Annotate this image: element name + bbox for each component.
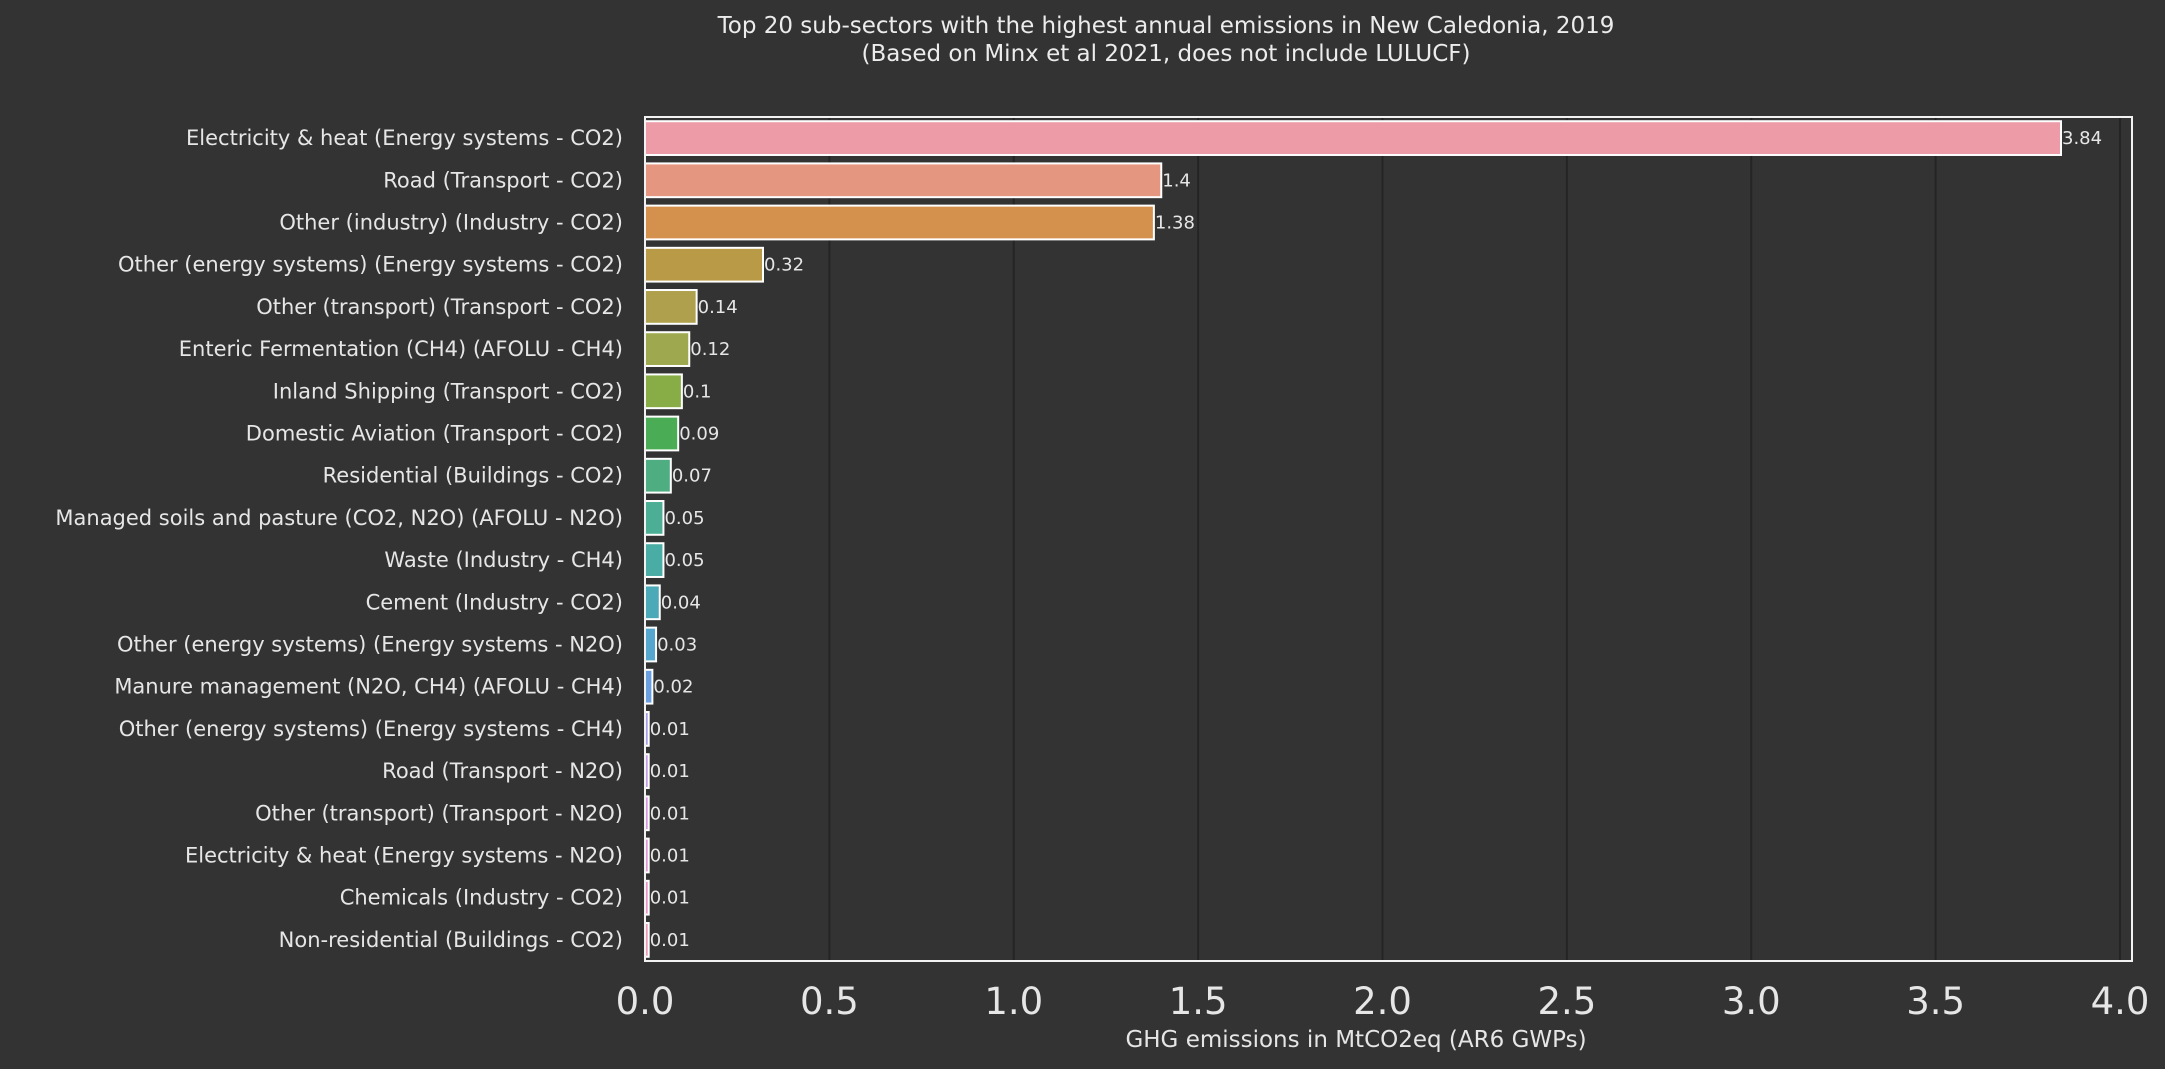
x-tick-label: 4.0 <box>2091 980 2150 1023</box>
category-label: Enteric Fermentation (CH4) (AFOLU - CH4) <box>179 337 623 361</box>
bar-value-label: 0.01 <box>650 930 690 951</box>
bar-value-label: 0.04 <box>661 592 701 613</box>
bar-value-label: 0.01 <box>650 803 690 824</box>
bar-value-label: 0.01 <box>650 846 690 867</box>
category-label: Other (energy systems) (Energy systems -… <box>118 253 623 277</box>
bar-value-label: 0.05 <box>664 508 704 529</box>
bar-value-label: 0.03 <box>657 635 697 656</box>
category-labels: Electricity & heat (Energy systems - CO2… <box>55 126 623 952</box>
bar <box>644 457 672 494</box>
chart-subtitle: (Based on Minx et al 2021, does not incl… <box>861 41 1470 67</box>
bar-value-label: 0.01 <box>650 719 690 740</box>
x-tick-label: 2.0 <box>1353 980 1412 1023</box>
bar-value-label: 0.12 <box>690 339 730 360</box>
bar-value-label: 0.07 <box>672 466 712 487</box>
bar-value-label: 0.01 <box>650 761 690 782</box>
category-label: Domestic Aviation (Transport - CO2) <box>246 422 623 446</box>
bar <box>644 246 764 283</box>
bar <box>644 668 654 705</box>
bar <box>644 415 680 452</box>
category-label: Residential (Buildings - CO2) <box>323 464 623 488</box>
category-label: Road (Transport - CO2) <box>383 168 623 192</box>
bar-value-label: 0.09 <box>679 424 719 445</box>
bar <box>644 373 683 410</box>
category-label: Waste (Industry - CH4) <box>384 548 623 572</box>
bar-value-label: 1.38 <box>1155 213 1195 234</box>
category-label: Manure management (N2O, CH4) (AFOLU - CH… <box>114 675 623 699</box>
chart-title: Top 20 sub-sectors with the highest annu… <box>717 13 1615 39</box>
category-label: Other (energy systems) (Energy systems -… <box>117 633 623 657</box>
plot-frame <box>644 116 2133 962</box>
bar <box>644 542 665 578</box>
bar-value-label: 3.84 <box>2062 128 2102 149</box>
category-label: Electricity & heat (Energy systems - N2O… <box>185 844 623 868</box>
x-tick-label: 1.5 <box>1169 980 1228 1023</box>
bar-value-label: 0.02 <box>653 677 693 698</box>
bar <box>644 584 661 621</box>
category-label: Chemicals (Industry - CO2) <box>340 886 623 910</box>
bar-value-label: 0.14 <box>698 297 738 318</box>
category-label: Road (Transport - N2O) <box>382 759 623 783</box>
bar-value-label: 0.05 <box>664 550 704 571</box>
category-label: Electricity & heat (Energy systems - CO2… <box>186 126 623 150</box>
x-tick-label: 3.5 <box>1906 980 1965 1023</box>
category-label: Other (transport) (Transport - N2O) <box>255 801 623 825</box>
x-tick-label: 2.5 <box>1537 980 1596 1023</box>
category-label: Non-residential (Buildings - CO2) <box>279 928 623 952</box>
bar-value-label: 0.32 <box>764 255 804 276</box>
x-tick-label: 3.0 <box>1722 980 1781 1023</box>
bar <box>644 204 1155 241</box>
bar <box>644 500 665 536</box>
bar-value-label: 0.01 <box>650 888 690 909</box>
bar <box>644 331 691 367</box>
x-tick-label: 0.5 <box>800 980 859 1023</box>
bar <box>644 162 1163 199</box>
x-axis-label: GHG emissions in MtCO2eq (AR6 GWPs) <box>1125 1027 1586 1053</box>
bar <box>644 120 2062 156</box>
x-tick-label: 0.0 <box>616 980 675 1023</box>
x-tick-label: 1.0 <box>984 980 1043 1023</box>
bars <box>644 120 2062 958</box>
category-label: Inland Shipping (Transport - CO2) <box>273 379 623 403</box>
bar-value-label: 0.1 <box>683 381 712 402</box>
bar-value-label: 1.4 <box>1162 170 1191 191</box>
category-label: Other (industry) (Industry - CO2) <box>279 211 623 235</box>
x-tick-labels: 0.0 0.5 1.0 1.5 2.0 2.5 3.0 3.5 4.0 <box>616 980 2150 1023</box>
bar <box>644 626 658 663</box>
category-label: Other (transport) (Transport - CO2) <box>256 295 623 319</box>
bar <box>644 289 698 325</box>
category-label: Other (energy systems) (Energy systems -… <box>119 717 623 741</box>
category-label: Cement (Industry - CO2) <box>366 590 623 614</box>
value-labels: 3.84 1.4 1.38 0.32 0.14 0.12 0.1 0.09 0.07 0.05 0.… <box>650 128 2102 951</box>
gridlines <box>828 117 2121 961</box>
category-label: Managed soils and pasture (CO2, N2O) (AF… <box>55 506 623 530</box>
